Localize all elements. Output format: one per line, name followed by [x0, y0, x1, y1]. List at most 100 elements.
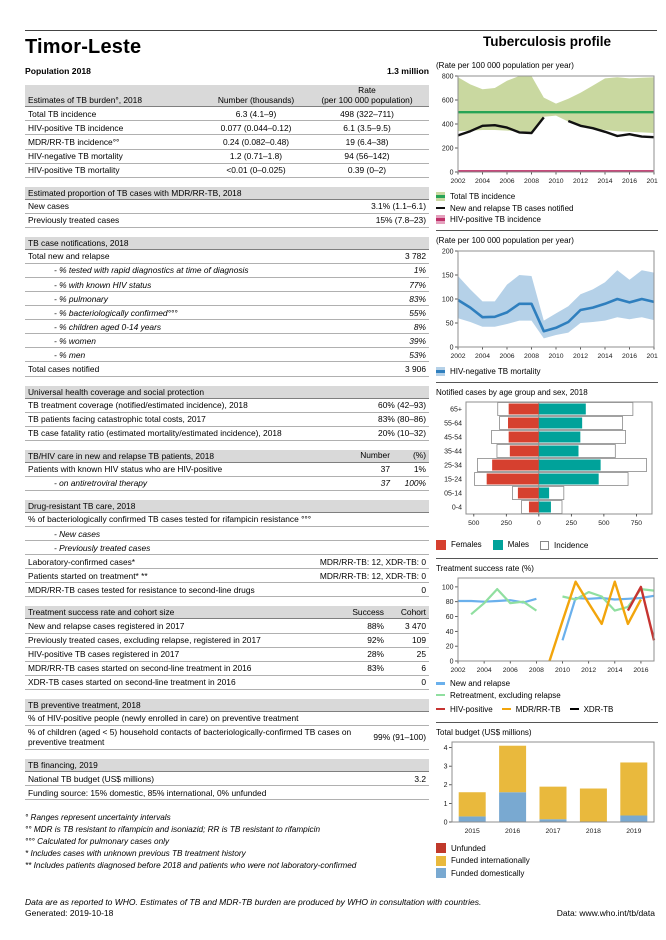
section-header: Drug-resistant TB care, 2018: [25, 499, 429, 513]
section-financing: TB financing, 2019 National TB budget (US…: [25, 759, 429, 801]
svg-text:05-14: 05-14: [444, 490, 462, 497]
section-header: TB preventive treatment, 2018: [25, 698, 429, 712]
section-uhc: Universal health coverage and social pro…: [25, 385, 429, 441]
legend-item-retreatment-excluding-relapse: Retreatment, excluding relapse: [436, 691, 658, 700]
svg-text:2006: 2006: [499, 353, 514, 360]
legend-item-hiv-negative-tb-mortality: HIV-negative TB mortality: [436, 367, 658, 376]
divider: [436, 382, 658, 383]
section-title: TB case notifications, 2018: [28, 237, 129, 248]
table-row: New and relapse cases registered in 2017…: [25, 619, 429, 634]
footnote: * Includes cases with unknown previous T…: [25, 848, 246, 858]
row-value: 83%: [367, 663, 384, 674]
legend-item-females: Females: [436, 539, 482, 550]
section-success: Treatment success rate and cohort size Su…: [25, 606, 429, 690]
svg-text:2018: 2018: [646, 353, 658, 360]
legend-swatch: [436, 215, 445, 224]
incidence-axis-label: (Rate per 100 000 population per year): [436, 61, 574, 70]
row-value: 25: [416, 649, 426, 660]
row-value: 109: [412, 635, 426, 645]
bar-funded-internationally: [539, 786, 567, 820]
svg-text:0: 0: [537, 520, 541, 527]
table-row: - Previously treated cases: [25, 541, 429, 556]
row-value: 0: [421, 584, 426, 595]
legend-swatch: [569, 705, 579, 714]
legend-swatch: [436, 192, 445, 201]
legend-label: Funded internationally: [451, 856, 530, 865]
svg-text:2008: 2008: [524, 178, 539, 185]
svg-text:0: 0: [444, 819, 448, 826]
svg-text:200: 200: [442, 248, 454, 255]
column-header: Success: [352, 606, 384, 617]
row-value: 37: [380, 478, 390, 489]
legend-swatch: [436, 868, 446, 878]
population-label: Population 2018: [25, 66, 91, 76]
row-value: 77%: [409, 279, 426, 290]
legend-item-new-and-relapse: New and relapse: [436, 679, 658, 688]
row-value: 88%: [367, 620, 384, 631]
row-value: MDR/RR-TB: 12, XDR-TB: 0: [319, 556, 426, 567]
column-header: Number: [360, 450, 390, 461]
svg-text:0-4: 0-4: [452, 504, 462, 511]
legend-label: Males: [507, 540, 530, 549]
legend-item-incidence: Incidence: [540, 540, 589, 550]
top-rule: [25, 30, 657, 31]
table-row: - % men 53%: [25, 348, 429, 363]
svg-text:2010: 2010: [548, 353, 563, 360]
table-row: TB patients facing catastrophic total co…: [25, 413, 429, 427]
bar-funded-internationally: [458, 792, 486, 817]
legend-swatch: [436, 367, 445, 376]
series-hiv-positive: [626, 585, 656, 641]
bar-funded-domestically: [620, 815, 648, 822]
legend-label: Funded domestically: [451, 868, 525, 878]
legend-label: New and relapse: [450, 679, 511, 688]
age-sex-pyramid-chart: 65+ 55-64 45-54 35-44 25-34 15-24 05-14 0-4 500 2…: [444, 401, 653, 527]
treatment-success-legend: New and relapse Retreatment, excluding re…: [436, 679, 658, 716]
column-header: Cohort: [400, 606, 426, 617]
column-header: Rate (per 100 000 population): [321, 85, 413, 105]
svg-text:100: 100: [442, 296, 454, 303]
table-row: MDR/RR-TB incidence°° 0.24 (0.082–0.48) 19…: [25, 135, 429, 150]
svg-text:2002: 2002: [450, 667, 465, 674]
treatment-success-chart-title: Treatment success rate (%): [436, 564, 534, 573]
table-row: - New cases: [25, 527, 429, 542]
svg-text:0: 0: [450, 169, 454, 176]
section-burden: Estimates of TB burden°, 2018 Number (tho…: [25, 85, 429, 178]
svg-text:55-64: 55-64: [444, 420, 462, 427]
legend-label: Incidence: [554, 540, 589, 550]
right-column: Tuberculosis profile (Rate per 100 000 p…: [436, 34, 658, 881]
legend-label: MDR/RR-TB: [515, 704, 561, 714]
budget-chart-block: Total budget (US$ millions) 0 1 2 3 4 2015 201…: [436, 728, 658, 878]
section-header: TB case notifications, 2018: [25, 236, 429, 250]
legend-swatch: [501, 705, 511, 714]
svg-text:2008: 2008: [524, 353, 539, 360]
row-value: 3 470: [405, 620, 426, 631]
row-label: Funding source: 15% domestic, 85% intern…: [28, 787, 267, 798]
row-value: 3 906: [405, 363, 426, 374]
svg-text:15-24: 15-24: [444, 476, 462, 483]
data-tables: Estimates of TB burden°, 2018 Number (tho…: [25, 85, 429, 801]
female-bar: [492, 459, 539, 471]
table-row: MDR/RR-TB cases started on second-line t…: [25, 662, 429, 676]
female-bar: [509, 445, 539, 457]
row-label: Previously treated cases: [28, 215, 120, 226]
table-row: Laboratory-confirmed cases* MDR/RR-TB: 12…: [25, 555, 429, 570]
row-value: 100%: [404, 478, 426, 489]
section-title: Estimated proportion of TB cases with MD…: [28, 187, 242, 198]
table-row: Total new and relapse 3 782: [25, 250, 429, 264]
row-label: HIV-positive TB cases registered in 2017: [28, 649, 180, 660]
section-notifications: TB case notifications, 2018 Total new and…: [25, 236, 429, 377]
table-row: MDR/RR-TB cases tested for resistance to…: [25, 583, 429, 598]
uncertainty-band: [458, 76, 654, 133]
svg-text:100: 100: [442, 584, 454, 591]
legend-label: Females: [451, 540, 482, 549]
divider: [436, 558, 658, 559]
row-value: 1%: [413, 265, 426, 276]
row-value: 19 (6.4–38): [345, 136, 389, 147]
row-label: Patients started on treatment* **: [28, 570, 148, 581]
row-value: 0.077 (0.044–0.12): [220, 122, 292, 133]
row-value: 1%: [413, 464, 426, 475]
row-value: 28%: [367, 649, 384, 660]
legend-item-hiv-positive-tb-incidence: HIV-positive TB incidence: [436, 215, 658, 224]
section-header: Estimates of TB burden°, 2018 Number (tho…: [25, 85, 429, 108]
row-value: 0.39 (0–2): [347, 165, 387, 176]
